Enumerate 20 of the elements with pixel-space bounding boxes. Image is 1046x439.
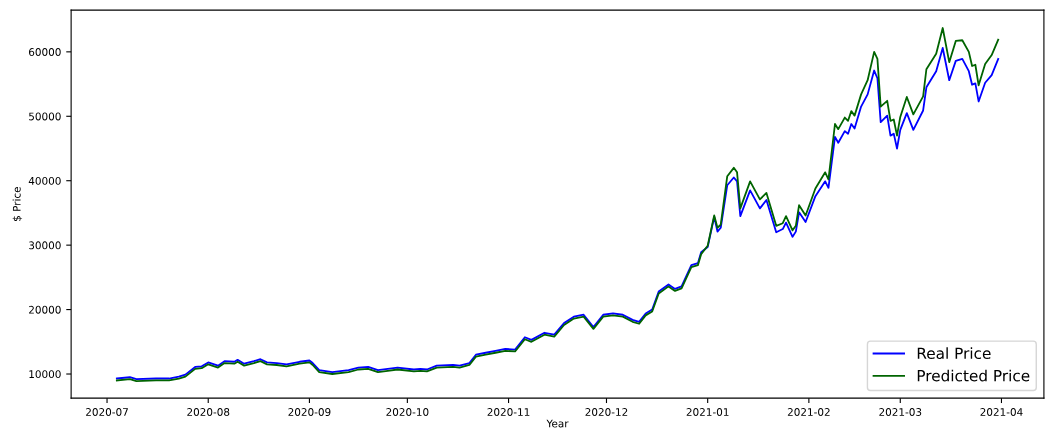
x-tick-label: 2021-01 xyxy=(686,408,729,416)
x-tick-label: 2020-08 xyxy=(187,408,230,416)
y-axis-title: $ Price xyxy=(12,187,23,221)
x-tick-label: 2021-04 xyxy=(980,408,1023,416)
y-tick-label: 20000 xyxy=(29,305,61,314)
x-tick-label: 2021-02 xyxy=(787,408,830,416)
y-tick-label: 60000 xyxy=(29,48,61,56)
x-tick-label: 2020-10 xyxy=(386,408,429,416)
x-axis-title: Year xyxy=(546,419,569,428)
y-tick-label: 50000 xyxy=(29,112,61,121)
y-tick-label: 40000 xyxy=(28,176,61,185)
x-tick-label: 2020-12 xyxy=(585,408,628,416)
x-tick-label: 2021-03 xyxy=(879,408,922,416)
x-tick-label: 2020-07 xyxy=(86,408,128,416)
y-tick-label: 10000 xyxy=(29,370,61,379)
x-tick-label: 2020-09 xyxy=(288,408,331,416)
legend-label: Real Price xyxy=(917,347,991,360)
legend-label: Predicted Price xyxy=(917,369,1030,382)
x-tick-label: 2020-11 xyxy=(487,408,530,416)
y-tick-label: 30000 xyxy=(29,241,61,250)
